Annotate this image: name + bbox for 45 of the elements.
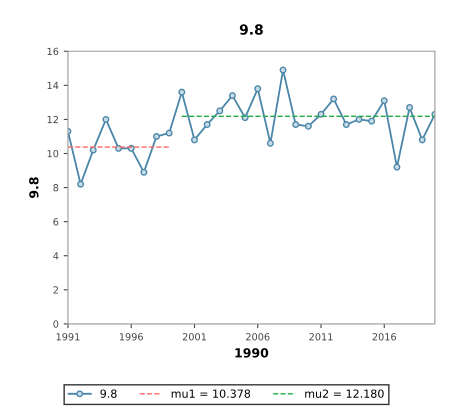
point [204,121,211,128]
x-tick-label: 1996 [120,333,143,340]
point [178,88,186,96]
x-tick-label: 2016 [372,333,396,340]
legend-label: 9.8 [100,389,117,398]
y-tick-label: 16 [48,48,58,56]
x-axis-title: 1990 [235,348,268,358]
x-tick-label: 2006 [246,333,270,340]
point [166,130,173,137]
point [153,132,160,140]
y-tick-label: 0 [53,320,58,328]
point [304,122,312,130]
point [368,118,376,125]
y-tick-label: 14 [48,82,58,90]
y-tick-label: 10 [48,150,58,158]
y-axis-title: 9.8 [29,177,39,198]
x-tick-label: 1991 [56,333,80,340]
legend-label: mu2 = 12.180 [305,389,384,398]
chart-title: 9.8 [240,24,263,35]
legend-label: mu1 = 10.378 [172,389,250,398]
point [191,136,198,144]
point [90,146,97,154]
point [418,136,426,144]
point [140,168,148,176]
point [330,95,338,102]
x-tick-label: 2001 [182,333,206,340]
y-tick-label: 8 [53,184,58,192]
point [228,92,236,100]
y-tick-label: 2 [53,286,58,294]
point [292,121,300,128]
point [355,116,362,123]
point [380,97,388,104]
y-tick-label: 12 [48,116,58,124]
point [216,107,224,114]
point [393,164,400,171]
point [280,66,287,74]
point [406,104,414,111]
point [254,85,262,92]
point [77,180,84,188]
x-tick-label: 2011 [309,333,332,340]
point [342,121,350,128]
point [102,116,110,123]
y-tick-label: 6 [53,218,58,226]
y-tick-label: 4 [53,252,58,260]
point [266,140,274,147]
